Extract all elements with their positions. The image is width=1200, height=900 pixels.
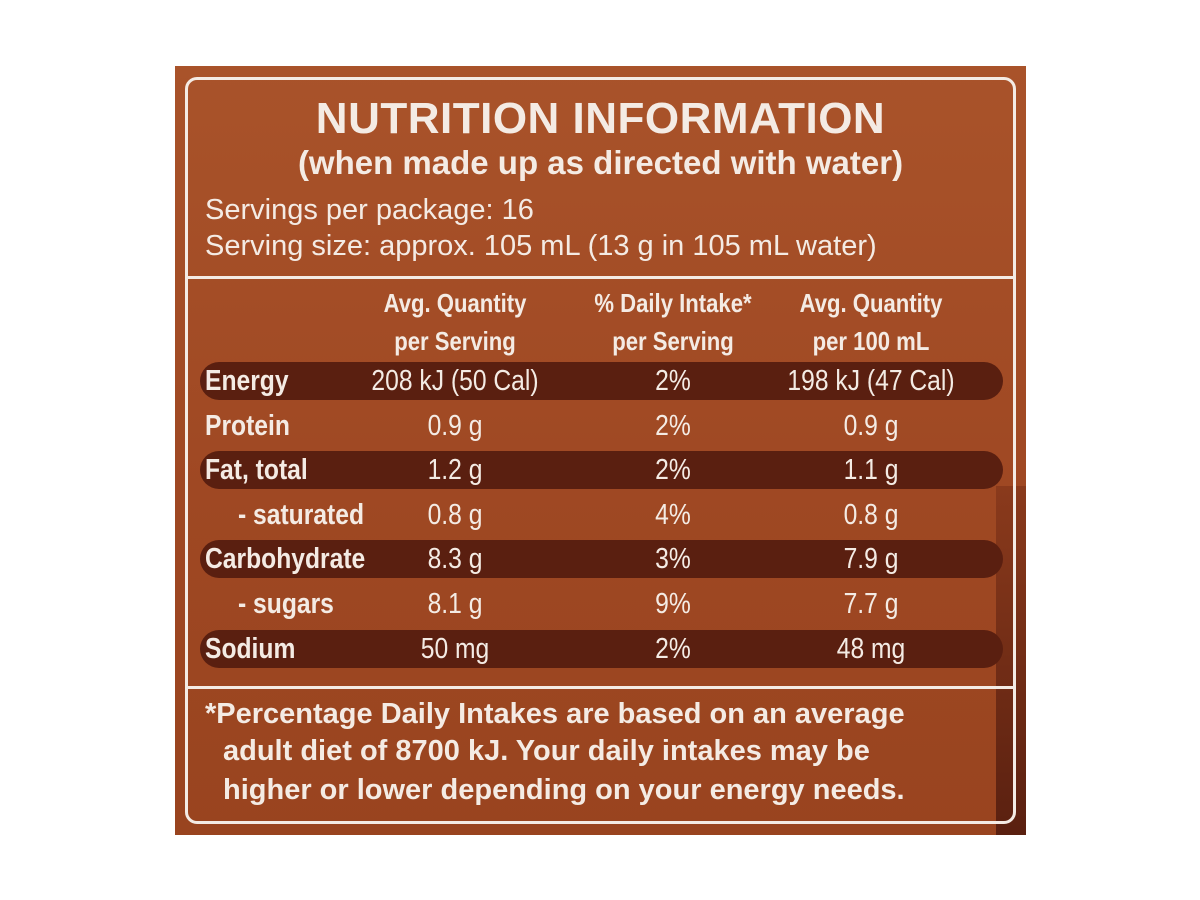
column-header-line: % Daily Intake* bbox=[594, 288, 752, 318]
column-header-line: Avg. Quantity bbox=[383, 288, 527, 318]
footnote-line: higher or lower depending on your energy… bbox=[223, 774, 905, 806]
table-row-sugars: - sugars 8.1 g 9% 7.7 g bbox=[200, 585, 1003, 623]
table-row-fat-total: Fat, total 1.2 g 2% 1.1 g bbox=[200, 451, 1003, 489]
column-header-per-serving: Avg. Quantity per Serving bbox=[370, 284, 540, 360]
table-row-sodium: Sodium 50 mg 2% 48 mg bbox=[200, 630, 1003, 668]
serving-size: Serving size: approx. 105 mL (13 g in 10… bbox=[205, 230, 877, 262]
row-label: Fat, total bbox=[205, 454, 308, 486]
value-daily-intake: 9% bbox=[655, 588, 691, 620]
value-per-serving: 208 kJ (50 Cal) bbox=[371, 365, 539, 397]
row-label: Carbohydrate bbox=[205, 543, 366, 575]
value-per-serving: 1.2 g bbox=[427, 454, 483, 486]
value-per-100ml: 7.9 g bbox=[843, 543, 899, 575]
column-header-line: per Serving bbox=[612, 326, 734, 356]
table-row-energy: Energy 208 kJ (50 Cal) 2% 198 kJ (47 Cal… bbox=[200, 362, 1003, 400]
column-header-line: Avg. Quantity bbox=[799, 288, 943, 318]
value-per-100ml: 0.8 g bbox=[843, 499, 899, 531]
column-header-line: per Serving bbox=[394, 326, 516, 356]
row-label: Protein bbox=[205, 410, 290, 442]
row-label: Energy bbox=[205, 365, 289, 397]
nutrition-panel: NUTRITION INFORMATION (when made up as d… bbox=[175, 66, 1026, 835]
value-per-serving: 8.3 g bbox=[427, 543, 483, 575]
value-daily-intake: 2% bbox=[655, 410, 691, 442]
servings-per-package: Servings per package: 16 bbox=[205, 194, 534, 226]
footnote-line: adult diet of 8700 kJ. Your daily intake… bbox=[223, 735, 870, 767]
value-per-serving: 0.9 g bbox=[427, 410, 483, 442]
value-daily-intake: 3% bbox=[655, 543, 691, 575]
panel-frame bbox=[185, 77, 1016, 824]
column-header-daily-intake: % Daily Intake* per Serving bbox=[588, 284, 758, 360]
row-label: - sugars bbox=[238, 588, 334, 620]
value-per-100ml: 0.9 g bbox=[843, 410, 899, 442]
row-label: - saturated bbox=[238, 499, 365, 531]
value-daily-intake: 4% bbox=[655, 499, 691, 531]
panel-title: NUTRITION INFORMATION bbox=[315, 94, 886, 143]
table-row-saturated: - saturated 0.8 g 4% 0.8 g bbox=[200, 496, 1003, 534]
column-header-per-100ml: Avg. Quantity per 100 mL bbox=[786, 284, 956, 360]
value-per-100ml: 7.7 g bbox=[843, 588, 899, 620]
table-row-protein: Protein 0.9 g 2% 0.9 g bbox=[200, 407, 1003, 445]
divider-top bbox=[188, 276, 1013, 279]
column-header-line: per 100 mL bbox=[812, 326, 930, 356]
value-daily-intake: 2% bbox=[655, 454, 691, 486]
value-per-100ml: 1.1 g bbox=[843, 454, 899, 486]
value-per-100ml: 198 kJ (47 Cal) bbox=[787, 365, 955, 397]
value-per-serving: 8.1 g bbox=[427, 588, 483, 620]
value-per-serving: 0.8 g bbox=[427, 499, 483, 531]
value-daily-intake: 2% bbox=[655, 365, 691, 397]
divider-bottom bbox=[188, 686, 1013, 689]
row-label: Sodium bbox=[205, 633, 296, 665]
footnote-line: *Percentage Daily Intakes are based on a… bbox=[205, 698, 905, 730]
value-per-100ml: 48 mg bbox=[836, 633, 906, 665]
panel-subtitle: (when made up as directed with water) bbox=[297, 144, 904, 181]
value-per-serving: 50 mg bbox=[420, 633, 490, 665]
value-daily-intake: 2% bbox=[655, 633, 691, 665]
table-row-carbohydrate: Carbohydrate 8.3 g 3% 7.9 g bbox=[200, 540, 1003, 578]
panel-shadow-edge bbox=[996, 486, 1026, 835]
